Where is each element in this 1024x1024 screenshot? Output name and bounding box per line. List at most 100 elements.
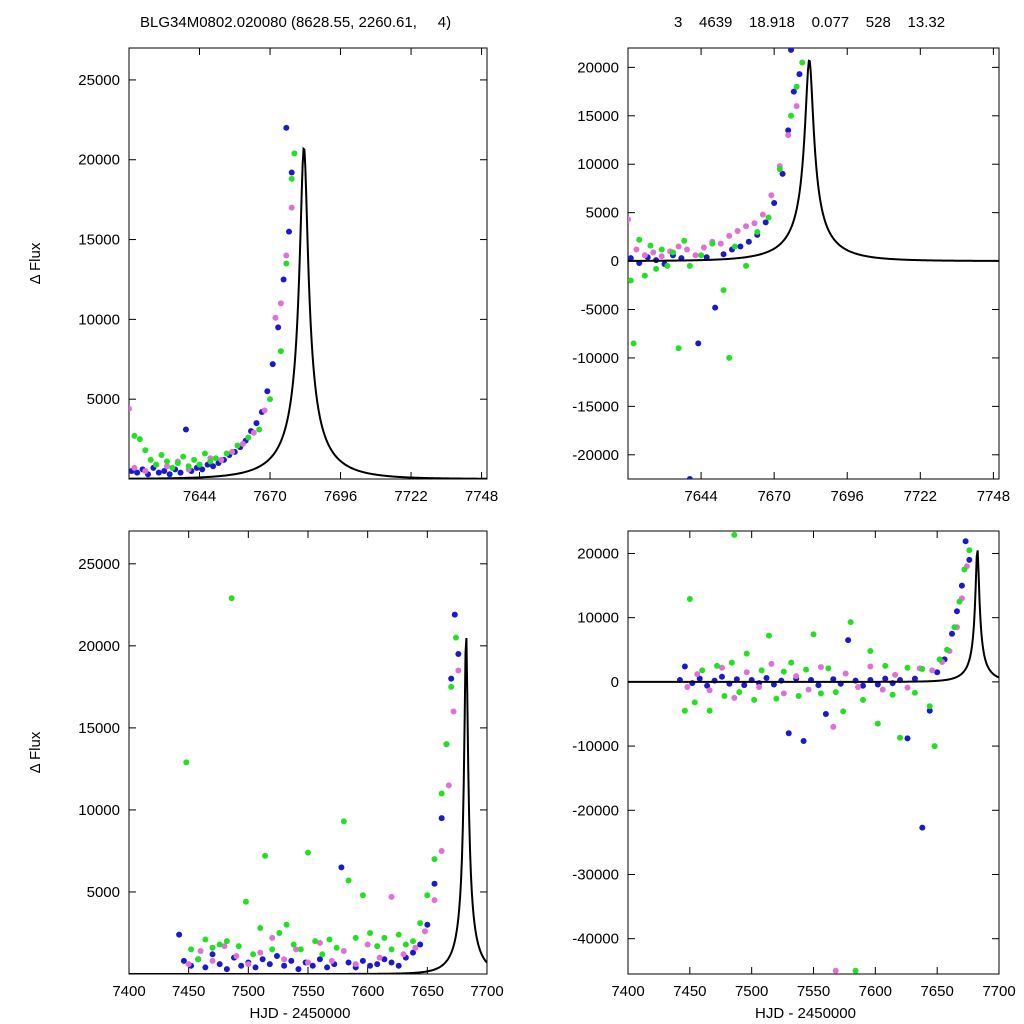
data-point-green: [810, 631, 817, 638]
data-point-blue: [958, 582, 965, 589]
data-point-magenta: [684, 684, 691, 691]
data-points: [676, 531, 973, 974]
data-point-green: [290, 941, 297, 948]
data-point-blue: [962, 538, 969, 545]
model-curve: [129, 637, 487, 974]
data-point-green: [326, 936, 333, 943]
data-point-blue: [882, 675, 889, 682]
data-point-blue: [216, 961, 223, 968]
data-point-green: [402, 941, 409, 948]
data-point-green: [283, 260, 290, 267]
data-point-magenta: [817, 664, 824, 671]
data-point-green: [142, 447, 149, 454]
data-point-blue: [161, 468, 168, 475]
data-point-green: [443, 741, 450, 748]
data-point-green: [776, 166, 783, 173]
x-tick-label: 7600: [351, 983, 384, 1000]
data-point-blue: [367, 962, 374, 969]
data-point-blue: [264, 388, 271, 395]
y-axis-label: Δ Flux: [27, 242, 44, 284]
data-point-green: [158, 452, 165, 459]
plot-frame: [128, 47, 488, 480]
data-point-green: [926, 703, 933, 710]
y-tick-label: 15000: [577, 108, 619, 125]
data-point-magenta: [455, 667, 462, 674]
data-point-blue: [712, 304, 719, 311]
data-point-blue: [686, 476, 693, 479]
data-point-green: [728, 659, 735, 666]
data-point-green: [773, 695, 780, 702]
data-point-magenta: [412, 944, 419, 951]
y-tick-label: 20000: [577, 59, 619, 76]
x-tick-label: 7500: [232, 983, 265, 1000]
data-point-blue: [410, 949, 417, 956]
data-point-blue: [455, 651, 462, 658]
data-point-magenta: [421, 928, 428, 935]
data-point-green: [333, 944, 340, 951]
data-point-magenta: [694, 671, 701, 678]
x-tick-label: 7450: [172, 983, 205, 1000]
data-point-blue: [381, 956, 388, 963]
data-point-magenta: [250, 429, 257, 436]
data-point-green: [374, 943, 381, 950]
data-point-magenta: [830, 723, 837, 730]
y-tick-label: 15000: [78, 232, 120, 249]
data-point-blue: [269, 361, 276, 368]
y-tick-label: 25000: [78, 556, 120, 573]
data-point-magenta: [277, 300, 284, 307]
data-point-green: [817, 690, 824, 697]
y-tick-label: 10000: [577, 610, 619, 627]
data-point-blue: [431, 880, 438, 887]
data-point-magenta: [743, 669, 750, 676]
data-point-blue: [286, 228, 293, 235]
data-point-blue: [830, 676, 837, 683]
model-curve: [628, 59, 999, 262]
data-point-green: [714, 662, 721, 669]
data-point-green: [228, 595, 235, 602]
data-point-magenta: [684, 246, 691, 253]
data-point-blue: [745, 238, 752, 245]
data-point-green: [669, 249, 676, 256]
data-point-blue: [275, 324, 282, 331]
data-point-blue: [283, 124, 290, 131]
data-point-blue: [904, 735, 911, 742]
data-point-green: [207, 458, 214, 465]
data-point-green: [780, 668, 787, 675]
data-point-blue: [182, 426, 189, 433]
data-point-magenta: [305, 959, 311, 966]
plot-frame: [128, 530, 488, 975]
x-tick-label: 7400: [611, 983, 644, 1000]
data-point-green: [185, 463, 192, 470]
data-point-green: [381, 934, 388, 941]
data-point-green: [653, 265, 660, 272]
data-point-magenta: [352, 961, 359, 968]
data-point-blue: [718, 673, 725, 680]
data-point-green: [743, 650, 750, 657]
data-point-magenta: [209, 957, 216, 964]
data-point-green: [799, 59, 806, 66]
data-point-blue: [822, 710, 829, 717]
y-tick-label: -15000: [572, 398, 619, 415]
data-point-green: [793, 83, 800, 90]
data-point-blue: [785, 730, 792, 737]
data-point-blue: [280, 276, 287, 283]
data-point-blue: [934, 669, 941, 676]
data-point-green: [840, 708, 847, 715]
y-tick-label: -10000: [572, 350, 619, 367]
data-point-green: [647, 242, 654, 249]
data-point-blue: [134, 469, 141, 476]
data-point-green: [424, 892, 431, 899]
data-point-blue: [281, 962, 288, 969]
data-point-green: [262, 852, 269, 859]
data-point-magenta: [340, 948, 347, 955]
data-point-green: [825, 665, 832, 672]
data-point-green: [961, 566, 968, 573]
data-point-green: [196, 461, 203, 468]
data-point-green: [944, 646, 951, 653]
data-point-magenta: [855, 684, 862, 691]
data-point-green: [874, 720, 881, 727]
data-point-green: [731, 243, 738, 250]
data-point-green: [312, 938, 319, 945]
data-point-magenta: [718, 664, 725, 671]
